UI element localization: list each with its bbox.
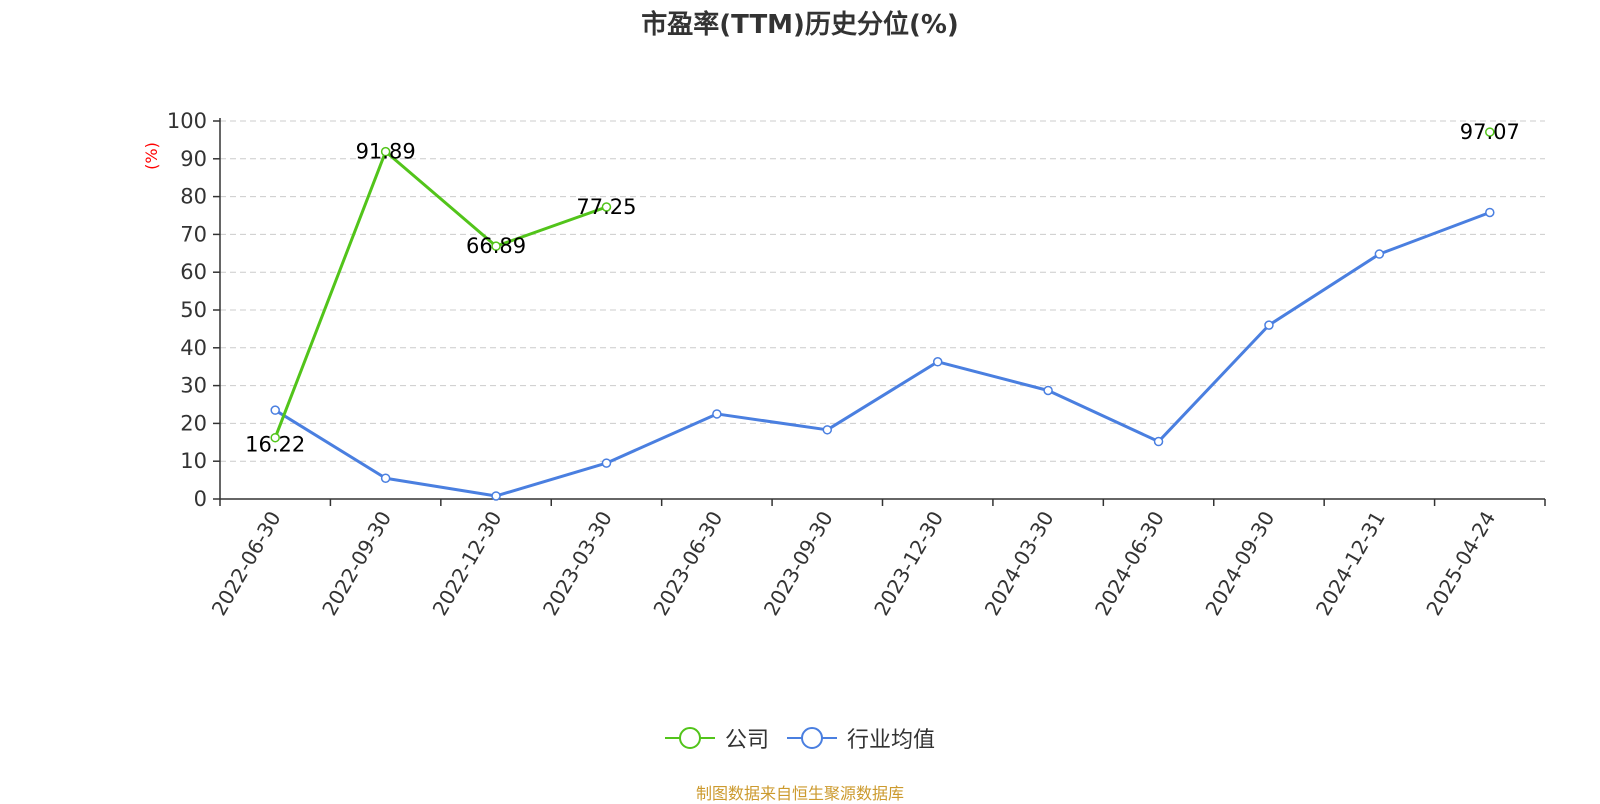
x-tick-label: 2024-12-31: [1311, 507, 1390, 620]
x-tick-label: 2024-03-30: [980, 507, 1059, 620]
data-label: 77.25: [576, 195, 636, 219]
legend-label-company: 公司: [724, 728, 769, 753]
y-tick-label: 40: [180, 336, 207, 360]
data-point: [491, 241, 501, 251]
x-tick-label: 2023-09-30: [759, 507, 838, 620]
source-note: 制图数据来自恒生聚源数据库: [695, 784, 904, 803]
y-tick-label: 0: [194, 487, 207, 511]
data-point: [601, 202, 612, 212]
series-line: [273, 150, 607, 439]
x-tick-label: 2023-03-30: [538, 507, 617, 620]
legend-item-industry[interactable]: 行业均值: [787, 722, 935, 754]
legend-line-icon: [787, 727, 837, 749]
data-point: [822, 425, 833, 435]
legend: 公司 行业均值: [0, 722, 1600, 754]
legend-item-company[interactable]: 公司: [664, 722, 769, 754]
data-point: [270, 405, 280, 415]
data-labels: 16.22 91.89 66.89 77.25 97.07: [245, 120, 1520, 457]
data-label: 97.07: [1460, 120, 1520, 144]
y-axis-label: (%): [142, 142, 161, 170]
series-line: [274, 211, 1491, 498]
data-label: 16.22: [245, 433, 305, 457]
x-tick-label: 2023-12-30: [869, 507, 948, 620]
x-tick-label: 2022-12-30: [428, 507, 507, 620]
data-point: [380, 146, 391, 157]
x-tick-label: 2024-06-30: [1090, 507, 1169, 620]
data-point: [601, 458, 612, 468]
data-point: [1264, 320, 1274, 330]
data-point: [1043, 385, 1053, 396]
y-tick-label: 10: [180, 449, 207, 473]
data-point: [270, 432, 280, 443]
data-point: [932, 357, 943, 367]
y-tick-label: 70: [180, 222, 207, 246]
data-label: 66.89: [466, 234, 526, 258]
data-point: [380, 473, 391, 483]
data-point: [491, 491, 501, 501]
series: [270, 127, 1495, 501]
y-tick-label: 100: [167, 109, 207, 133]
y-tick-label: 30: [180, 374, 207, 398]
y-tick-label: 50: [180, 298, 207, 322]
data-label: 91.89: [356, 140, 416, 164]
data-point: [1485, 207, 1495, 218]
x-tick-label: 2025-04-24: [1421, 507, 1500, 620]
y-tick-label: 20: [180, 411, 207, 435]
legend-line-icon: [664, 727, 715, 749]
x-tick-label: 2022-09-30: [317, 507, 396, 620]
x-tick-label: 2023-06-30: [648, 507, 727, 620]
data-point: [712, 409, 722, 419]
y-tick-label: 60: [180, 260, 207, 284]
y-tick-label: 80: [180, 185, 207, 209]
data-point: [1374, 249, 1385, 259]
legend-label-industry: 行业均值: [847, 728, 936, 753]
x-tick-label: 2024-09-30: [1200, 507, 1279, 620]
data-point: [1485, 127, 1495, 137]
y-tick-label: 90: [180, 147, 207, 171]
chart-title: 市盈率(TTM)历史分位(%): [641, 10, 959, 40]
data-point: [1153, 436, 1164, 447]
x-tick-label: 2022-06-30: [207, 507, 286, 620]
grid-lines: [220, 120, 1545, 462]
